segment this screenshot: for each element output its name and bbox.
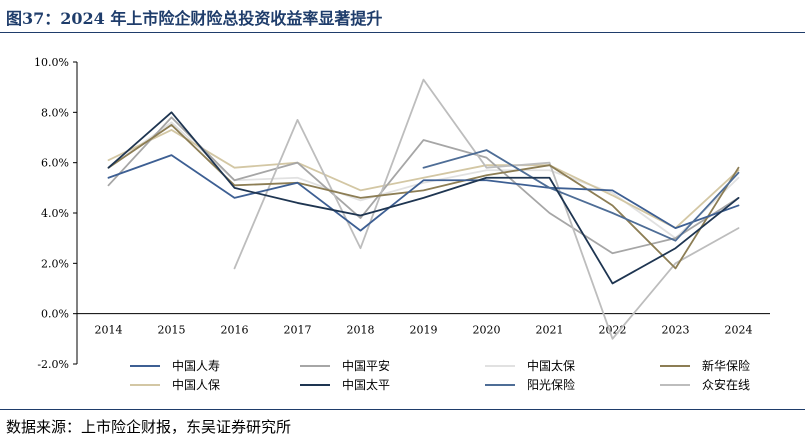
series-line-3 (107, 121, 740, 240)
chart-series-lines (107, 78, 740, 340)
series-line-2 (107, 116, 740, 255)
y-tick-label: 2.0% (41, 257, 69, 270)
x-tick-label: 2021 (536, 324, 564, 337)
legend-label: 中国人保 (172, 377, 220, 392)
figure-title: 图37：2024 年上市险企财险总投资收益率显著提升 (6, 9, 383, 28)
series-line-6 (107, 111, 740, 285)
y-tick-label: 6.0% (41, 157, 69, 170)
x-tick-label: 2017 (284, 324, 312, 337)
x-tick-label: 2023 (662, 324, 690, 337)
legend-label: 新华保险 (702, 358, 750, 373)
chart-axes: -2.0% 0.0% 2.0% 4.0% 6.0% 8.0% 10.0% 2014 2015 20… (34, 56, 770, 371)
x-tick-label: 2018 (347, 324, 375, 337)
y-tick-label: 4.0% (41, 207, 69, 220)
y-tick-label: 10.0% (34, 56, 69, 69)
x-tick-label: 2024 (725, 324, 753, 337)
line-chart: -2.0% 0.0% 2.0% 4.0% 6.0% 8.0% 10.0% 2014 2015 20… (34, 56, 770, 392)
title-divider (0, 32, 805, 33)
x-tick-label: 2020 (473, 324, 501, 337)
x-tick-label: 2022 (599, 324, 627, 337)
legend-label: 中国太平 (342, 377, 390, 392)
series-line-7 (422, 149, 740, 242)
x-tick-label: 2014 (95, 324, 123, 337)
legend-label: 中国太保 (527, 358, 575, 373)
legend-label: 中国人寿 (172, 358, 220, 373)
x-tick-label: 2016 (221, 324, 249, 337)
series-line-1 (107, 154, 740, 232)
x-tick-label: 2019 (410, 324, 438, 337)
series-line-5 (107, 129, 740, 230)
y-tick-label: -2.0% (37, 358, 69, 371)
y-tick-label: 8.0% (41, 106, 69, 119)
legend-label: 众安在线 (702, 377, 750, 392)
legend-label: 中国平安 (342, 358, 390, 373)
series-line-8 (233, 78, 740, 340)
series-line-4 (107, 124, 740, 270)
y-tick-label: 0.0% (41, 308, 69, 321)
source-divider (0, 409, 805, 410)
legend-label: 阳光保险 (527, 377, 575, 392)
source-note: 数据来源：上市险企财报，东吴证券研究所 (6, 418, 292, 436)
x-tick-label: 2015 (158, 324, 186, 337)
